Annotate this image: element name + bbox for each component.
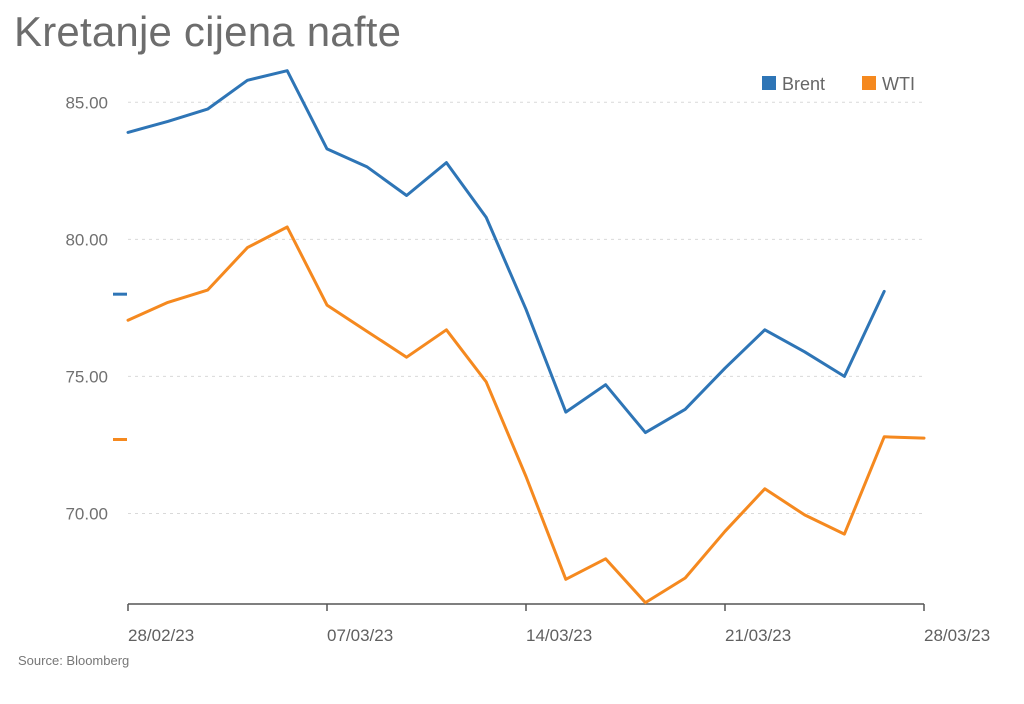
x-axis-ticks: 28/02/23 07/03/23 14/03/23 21/03/23 28/03/23 bbox=[127, 604, 990, 645]
x-tick-label: 21/03/23 bbox=[725, 626, 791, 645]
x-tick-label: 28/03/23 bbox=[924, 626, 990, 645]
source-note: Source: Bloomberg bbox=[18, 653, 130, 668]
series-line-wti bbox=[126, 225, 926, 605]
legend-label-brent: Brent bbox=[782, 74, 825, 94]
x-tick-label: 07/03/23 bbox=[327, 626, 393, 645]
y-tick-label: 70.00 bbox=[65, 505, 108, 524]
legend-swatch-brent bbox=[762, 76, 776, 90]
legend-label-wti: WTI bbox=[882, 74, 915, 94]
y-axis-ticks: 70.00 75.00 80.00 85.00 bbox=[65, 93, 108, 523]
y-tick-label: 85.00 bbox=[65, 93, 108, 112]
x-tick-label: 14/03/23 bbox=[526, 626, 592, 645]
series-line-brent bbox=[126, 69, 886, 435]
legend-swatch-wti bbox=[862, 76, 876, 90]
x-tick-label: 28/02/23 bbox=[128, 626, 194, 645]
y-tick-label: 75.00 bbox=[65, 367, 108, 386]
last-value-markers bbox=[113, 292, 127, 441]
legend: Brent WTI bbox=[762, 74, 915, 94]
chart-title: Kretanje cijena nafte bbox=[14, 8, 402, 55]
series-lines bbox=[126, 69, 926, 605]
y-tick-label: 80.00 bbox=[65, 230, 108, 249]
